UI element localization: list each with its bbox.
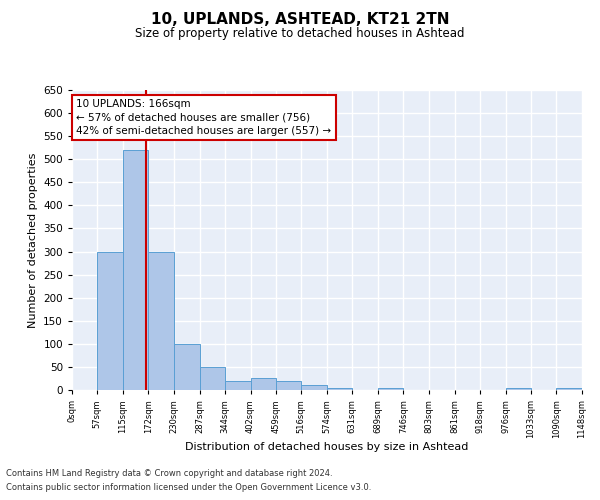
Bar <box>123 150 148 390</box>
Bar <box>327 388 352 390</box>
Bar <box>378 388 403 390</box>
Bar <box>506 388 531 390</box>
Text: Size of property relative to detached houses in Ashtead: Size of property relative to detached ho… <box>135 28 465 40</box>
Text: 10, UPLANDS, ASHTEAD, KT21 2TN: 10, UPLANDS, ASHTEAD, KT21 2TN <box>151 12 449 28</box>
Bar <box>148 252 174 390</box>
Bar <box>301 386 327 390</box>
Bar <box>199 367 225 390</box>
Bar <box>276 381 301 390</box>
Bar <box>225 381 251 390</box>
Text: Contains public sector information licensed under the Open Government Licence v3: Contains public sector information licen… <box>6 484 371 492</box>
Bar <box>97 252 123 390</box>
Text: 10 UPLANDS: 166sqm
← 57% of detached houses are smaller (756)
42% of semi-detach: 10 UPLANDS: 166sqm ← 57% of detached hou… <box>76 99 332 136</box>
Text: Contains HM Land Registry data © Crown copyright and database right 2024.: Contains HM Land Registry data © Crown c… <box>6 468 332 477</box>
Text: Distribution of detached houses by size in Ashtead: Distribution of detached houses by size … <box>185 442 469 452</box>
Bar <box>174 344 199 390</box>
Y-axis label: Number of detached properties: Number of detached properties <box>28 152 38 328</box>
Bar <box>556 388 582 390</box>
Bar <box>251 378 276 390</box>
